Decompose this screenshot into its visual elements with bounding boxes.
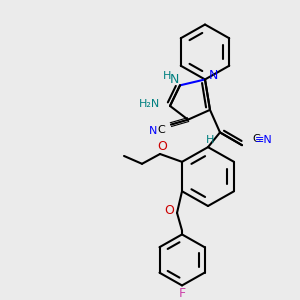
Text: N: N bbox=[169, 73, 179, 86]
Text: ≡N: ≡N bbox=[255, 135, 273, 145]
Text: O: O bbox=[157, 140, 167, 153]
Text: C: C bbox=[252, 134, 260, 144]
Text: H: H bbox=[206, 135, 214, 145]
Text: H₂N: H₂N bbox=[140, 99, 160, 109]
Text: N: N bbox=[149, 126, 157, 136]
Text: N: N bbox=[208, 69, 218, 82]
Text: O: O bbox=[164, 204, 174, 218]
Text: H: H bbox=[163, 70, 171, 80]
Text: C: C bbox=[157, 125, 165, 136]
Text: F: F bbox=[178, 287, 186, 300]
